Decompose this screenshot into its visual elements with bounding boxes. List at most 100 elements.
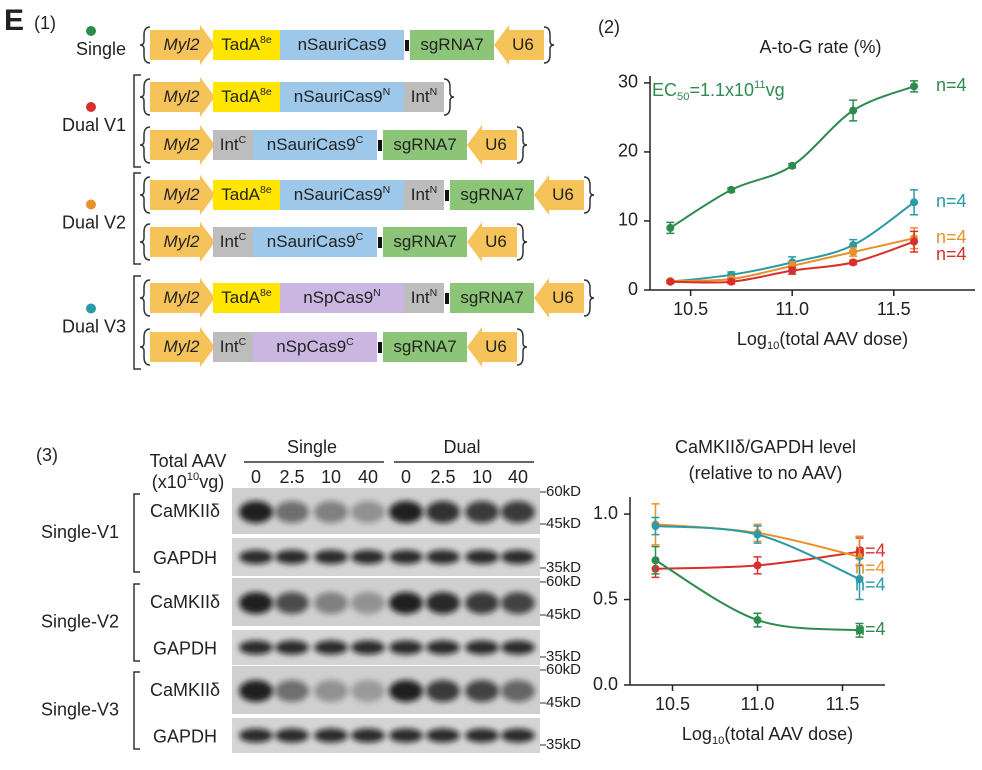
blot-band: [239, 550, 273, 564]
blot-band: [239, 728, 273, 743]
panel-label: Single-V2: [41, 611, 119, 631]
group-header: Single: [287, 437, 337, 457]
blot-band: [275, 592, 309, 614]
subpanel-label: (3): [36, 445, 58, 465]
segment-label: nSauriCas9C: [267, 134, 364, 155]
chart-title: CaMKIIδ/GAPDH level: [675, 437, 856, 457]
y-tick-label: 0.0: [593, 674, 618, 694]
sgrna-segment: [450, 283, 534, 313]
panel-bracket: [133, 671, 140, 750]
u6-arrow: [467, 222, 517, 262]
panel-bracket: [133, 583, 140, 662]
text-part: Int: [220, 135, 239, 154]
blot-band: [426, 501, 460, 523]
data-point: [849, 106, 858, 115]
x-axis-label: Log10(total AAV dose): [737, 329, 908, 352]
text-part: nSpCas9: [276, 337, 346, 356]
data-point: [910, 198, 919, 207]
blot-band: [501, 640, 535, 655]
itr: [583, 279, 595, 317]
segment-label: nSauriCas9C: [267, 231, 364, 252]
text-part: C: [239, 231, 247, 243]
text-part: N: [430, 184, 438, 196]
text-part: U6: [485, 232, 507, 251]
text-part: 10: [187, 471, 199, 483]
promoter-arrow: [150, 327, 215, 367]
data-point: [788, 266, 797, 275]
data-point: [666, 223, 675, 232]
text-part: 11: [754, 79, 766, 91]
linker: [378, 140, 382, 151]
text-part: 10: [712, 735, 724, 747]
subpanel-label: (2): [598, 17, 620, 37]
chart-title: A-to-G rate (%): [759, 37, 881, 57]
text-part: (total AAV dose): [779, 329, 908, 349]
segment-label: Myl2: [164, 337, 200, 356]
blot-band: [465, 680, 499, 702]
size-marker: 35kD: [546, 648, 581, 665]
blot-band: [314, 728, 348, 743]
blot-band: [239, 592, 273, 614]
group-bracket: [133, 74, 141, 168]
text-part: U6: [512, 35, 534, 54]
spcas9-segment: [253, 332, 377, 362]
blot-band: [351, 550, 385, 564]
text-part: nSauriCas9: [298, 35, 387, 54]
segment-label: TadA8e: [221, 184, 272, 205]
blot-band: [351, 592, 385, 614]
size-marker: 60kD: [546, 573, 581, 590]
segment-label: IntC: [220, 134, 247, 155]
size-marker: 45kD: [546, 606, 581, 623]
data-point: [651, 522, 660, 531]
text-part: Int: [411, 87, 430, 106]
segment-label: IntN: [411, 287, 438, 308]
segment-label: Myl2: [164, 185, 200, 204]
data-point: [753, 530, 762, 539]
int-segment: [213, 130, 253, 160]
cas9-segment: [253, 227, 377, 257]
u6-arrow: [467, 327, 517, 367]
size-marker: 45kD: [546, 515, 581, 532]
row-label: CaMKIIδ: [150, 592, 220, 612]
itr: [583, 176, 595, 214]
lane-label: 40: [508, 467, 528, 487]
lane-label: 0: [401, 467, 411, 487]
lane-label: 2.5: [279, 467, 304, 487]
blot-band: [389, 550, 423, 564]
segment-label: IntN: [411, 86, 438, 107]
itr: [543, 26, 555, 64]
text-part: Myl2: [164, 135, 200, 154]
text-part: N: [383, 184, 391, 196]
promoter-arrow: [150, 222, 215, 262]
segment-label: U6: [485, 135, 507, 154]
text-part: Int: [220, 337, 239, 356]
size-marker: 35kD: [546, 559, 581, 576]
size-marker: 60kD: [546, 661, 581, 678]
blot-band: [465, 640, 499, 655]
blot-band: [351, 680, 385, 702]
data-point: [849, 248, 858, 257]
cas9-segment: [280, 30, 404, 60]
int-segment: [404, 283, 444, 313]
blot-band: [239, 501, 273, 523]
sgrna-segment: [410, 30, 494, 60]
spcas9-segment: [280, 283, 404, 313]
itr: [516, 126, 528, 164]
text-part: nSauriCas9: [294, 87, 383, 106]
promoter-arrow: [150, 125, 215, 165]
data-point: [753, 616, 762, 625]
data-point: [855, 575, 864, 584]
sgrna-segment: [383, 130, 467, 160]
n-label: n=4: [855, 540, 886, 560]
tada-segment: [213, 180, 280, 210]
segment-label: nSauriCas9N: [294, 86, 390, 107]
text-part: TadA: [221, 288, 260, 307]
blot-band: [501, 728, 535, 743]
text-part: Int: [411, 185, 430, 204]
y-tick-label: 30: [618, 72, 638, 92]
lane-label: 40: [358, 467, 378, 487]
segment-label: U6: [485, 232, 507, 251]
n-label: n=4: [855, 574, 886, 594]
n-label: n=4: [855, 619, 886, 639]
segment-label: U6: [512, 35, 534, 54]
